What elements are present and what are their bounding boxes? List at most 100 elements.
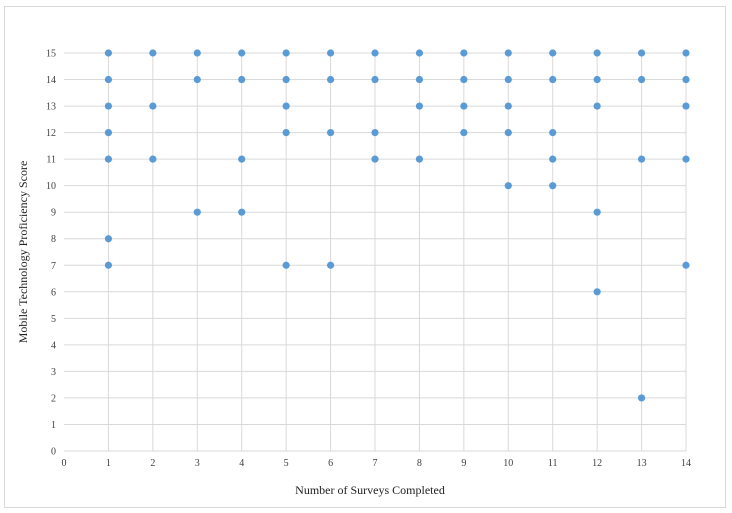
data-point: [326, 129, 335, 137]
data-point: [193, 208, 201, 216]
y-tick-label: 3: [51, 367, 56, 378]
x-tick-label: 11: [548, 458, 558, 469]
y-tick-label: 4: [51, 340, 56, 351]
data-point: [104, 261, 113, 269]
data-point: [549, 49, 557, 57]
data-point: [682, 102, 690, 110]
data-point: [460, 102, 468, 110]
y-axis-title: Mobile Technology Proficiency Score: [16, 161, 30, 344]
data-point: [593, 208, 601, 216]
x-tick-label: 8: [417, 458, 422, 469]
y-tick-label: 13: [46, 102, 56, 113]
x-axis-title: Number of Surveys Completed: [295, 483, 445, 497]
data-point: [593, 49, 601, 57]
y-tick-label: 6: [51, 287, 56, 298]
data-point: [371, 75, 379, 84]
data-point: [193, 75, 201, 84]
data-point: [282, 75, 290, 84]
x-tick-label: 0: [62, 458, 67, 469]
y-tick-label: 10: [46, 181, 56, 192]
data-point: [549, 182, 557, 190]
x-tick-label: 14: [681, 458, 691, 469]
y-tick-label: 11: [46, 155, 56, 166]
data-point: [682, 49, 690, 57]
data-point: [326, 49, 335, 57]
x-tick-label: 13: [637, 458, 647, 469]
x-tick-label: 5: [284, 458, 289, 469]
data-point: [682, 155, 690, 163]
data-point: [104, 155, 113, 163]
data-point: [238, 208, 246, 216]
data-point: [149, 102, 157, 110]
data-point: [504, 75, 512, 84]
data-point: [504, 49, 512, 57]
data-point: [460, 75, 468, 84]
data-point: [593, 102, 601, 110]
data-points: [104, 49, 690, 402]
data-point: [682, 261, 690, 269]
data-point: [149, 49, 157, 57]
data-point: [637, 394, 646, 402]
data-point: [104, 235, 113, 243]
x-tick-label: 2: [150, 458, 155, 469]
data-point: [549, 75, 557, 84]
data-point: [637, 155, 646, 163]
data-point: [282, 261, 290, 269]
data-point: [282, 102, 290, 110]
data-point: [460, 129, 468, 137]
data-point: [682, 75, 690, 84]
y-tick-label: 12: [46, 128, 56, 139]
data-point: [282, 49, 290, 57]
x-tick-label: 4: [239, 458, 244, 469]
data-point: [104, 49, 113, 57]
data-point: [593, 288, 601, 296]
data-point: [104, 75, 113, 84]
x-tick-label: 9: [461, 458, 466, 469]
data-point: [637, 49, 646, 57]
data-point: [238, 49, 246, 57]
data-point: [460, 49, 468, 57]
y-tick-label: 0: [51, 447, 56, 458]
y-tick-label: 9: [51, 208, 56, 219]
y-tick-label: 5: [51, 314, 56, 325]
data-point: [371, 155, 379, 163]
x-tick-label: 6: [328, 458, 333, 469]
data-point: [415, 75, 424, 84]
data-point: [326, 75, 335, 84]
data-point: [326, 261, 335, 269]
data-point: [104, 129, 113, 137]
data-point: [549, 129, 557, 137]
data-point: [637, 75, 646, 84]
x-axis-tick-labels: 0 1 2 3 4 5 6 7 8 9 10 11 12 13 14: [62, 458, 692, 469]
data-point: [415, 49, 424, 57]
data-point: [504, 129, 512, 137]
x-tick-label: 1: [106, 458, 111, 469]
data-point: [193, 49, 201, 57]
y-tick-label: 2: [51, 393, 56, 404]
x-tick-label: 3: [195, 458, 200, 469]
data-point: [238, 75, 246, 84]
y-tick-label: 14: [46, 75, 56, 86]
y-tick-label: 8: [51, 234, 56, 245]
x-tick-label: 7: [373, 458, 378, 469]
data-point: [504, 182, 512, 190]
x-tick-label: 12: [592, 458, 602, 469]
data-point: [593, 75, 601, 84]
data-point: [549, 155, 557, 163]
data-point: [282, 129, 290, 137]
data-point: [415, 155, 424, 163]
data-point: [371, 49, 379, 57]
y-tick-label: 1: [51, 420, 56, 431]
data-point: [104, 102, 113, 110]
vertical-gridlines: [107, 53, 687, 451]
x-tick-label: 10: [503, 458, 513, 469]
y-tick-label: 7: [51, 261, 56, 272]
data-point: [371, 129, 379, 137]
y-tick-label: 15: [46, 49, 56, 60]
data-point: [504, 102, 512, 110]
data-point: [149, 155, 157, 163]
data-point: [238, 155, 246, 163]
data-point: [415, 102, 424, 110]
